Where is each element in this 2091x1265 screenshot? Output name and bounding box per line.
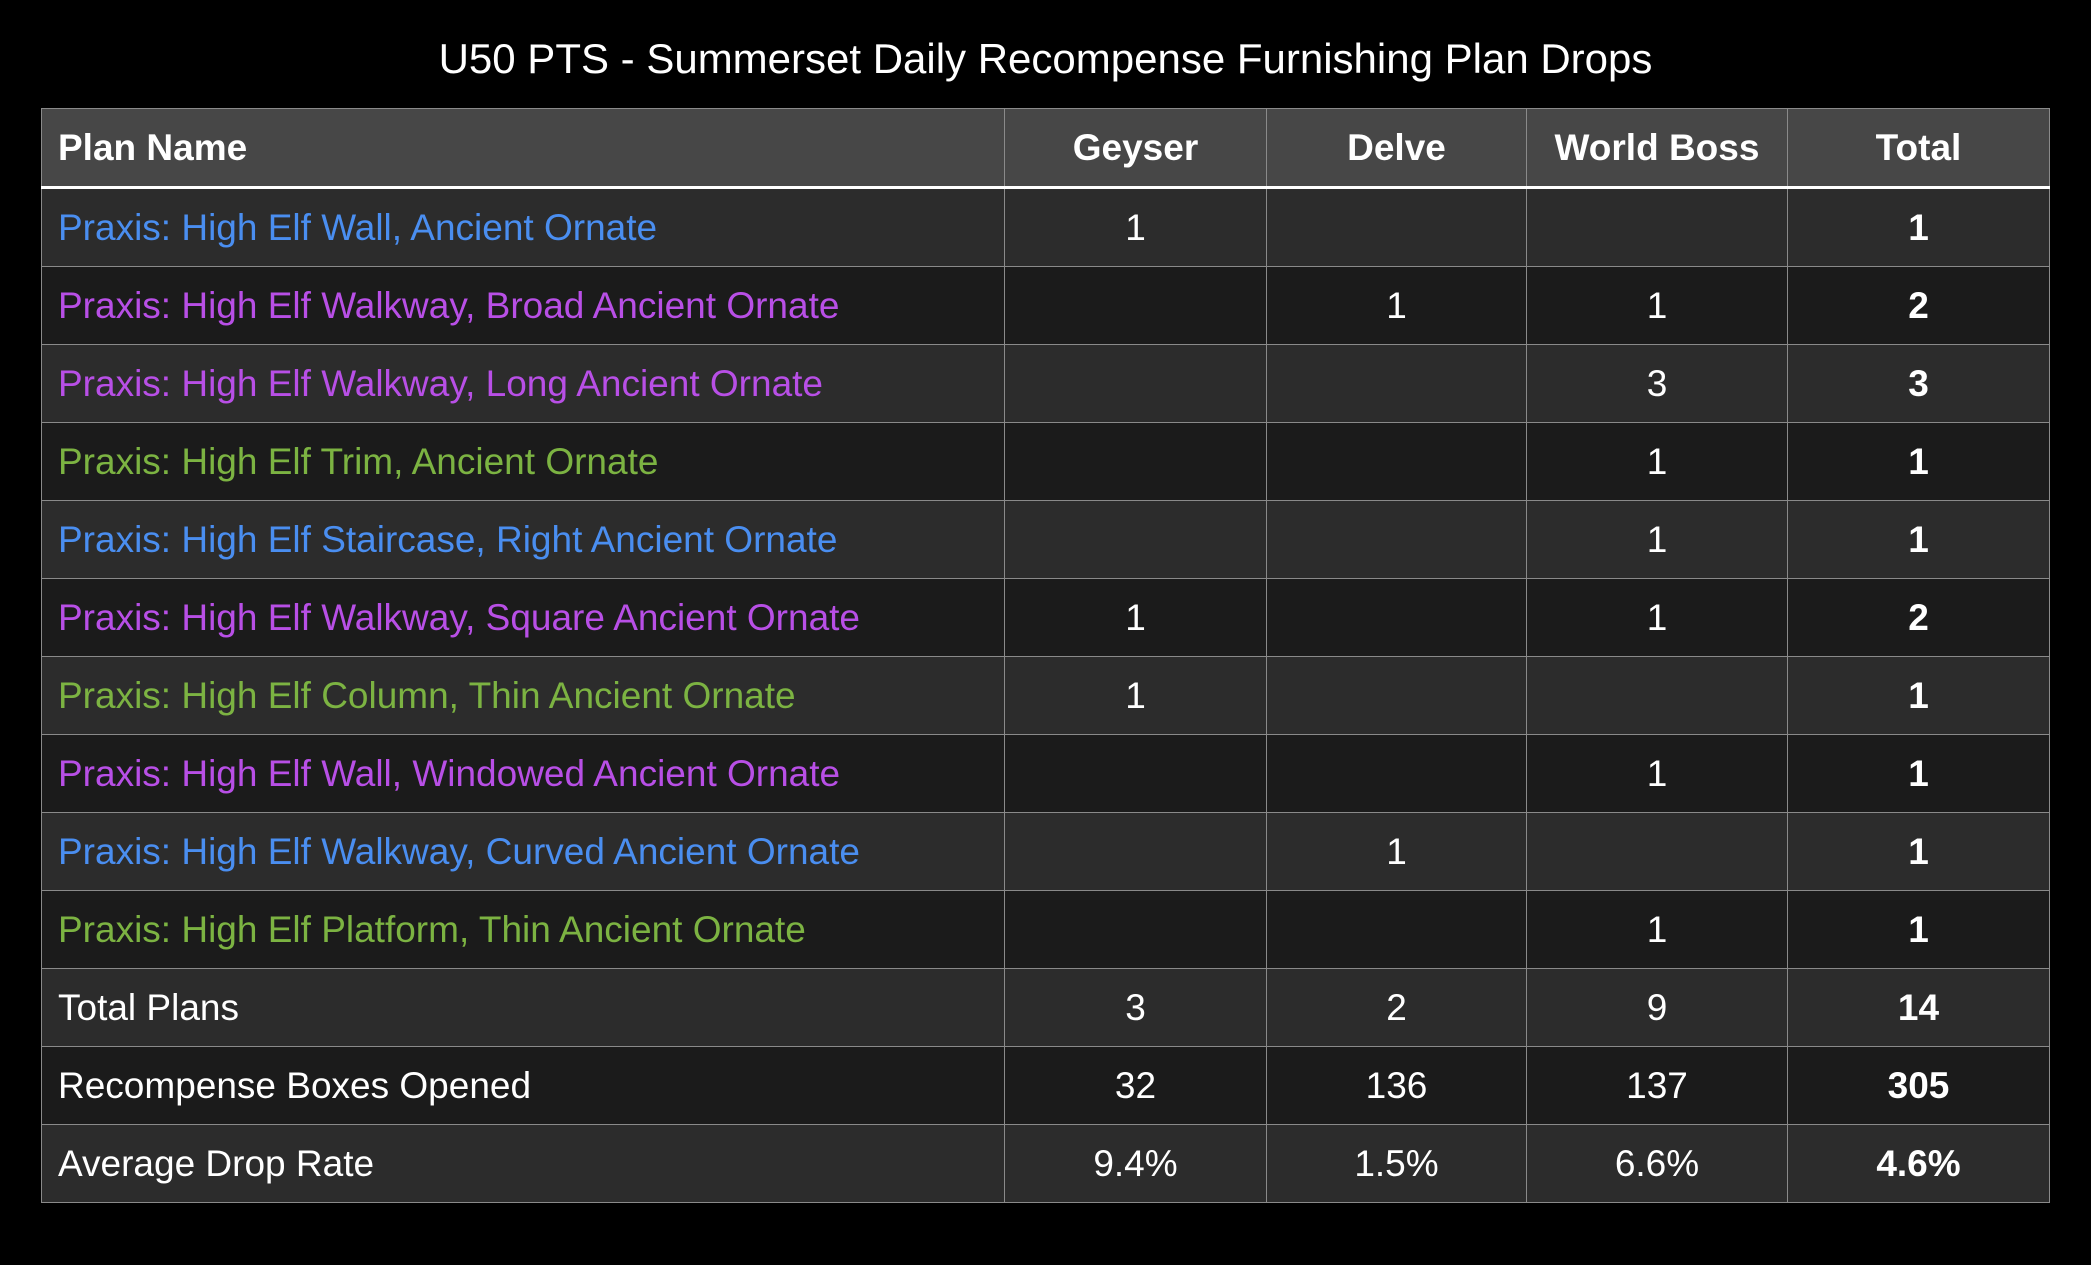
table-row: Praxis: High Elf Trim, Ancient Ornate 1 1 <box>41 422 2050 501</box>
count-cell: 3 <box>1526 344 1788 423</box>
count-cell: 1 <box>1526 500 1788 579</box>
header-cell: Geyser <box>1004 108 1267 189</box>
count-cell: 3 <box>1787 344 2050 423</box>
count-cell <box>1266 656 1527 735</box>
plan-name: Praxis: High Elf Column, Thin Ancient Or… <box>41 656 1005 735</box>
table-row: Average Drop Rate 9.4% 1.5% 6.6% 4.6% <box>41 1124 2050 1203</box>
count-cell <box>1004 734 1267 813</box>
plan-name: Praxis: High Elf Trim, Ancient Ornate <box>41 422 1005 501</box>
count-cell <box>1266 734 1527 813</box>
header-cell: Delve <box>1266 108 1527 189</box>
count-cell: 1 <box>1526 422 1788 501</box>
plan-name: Praxis: High Elf Platform, Thin Ancient … <box>41 890 1005 969</box>
table-row: Praxis: High Elf Walkway, Long Ancient O… <box>41 344 2050 423</box>
count-cell: 1 <box>1266 812 1527 891</box>
plan-name: Average Drop Rate <box>41 1124 1005 1203</box>
count-cell: 1 <box>1787 187 2050 267</box>
count-cell <box>1266 890 1527 969</box>
table-row: Praxis: High Elf Staircase, Right Ancien… <box>41 500 2050 579</box>
plan-name: Praxis: High Elf Walkway, Broad Ancient … <box>41 266 1005 345</box>
count-cell: 1.5% <box>1266 1124 1527 1203</box>
count-cell: 2 <box>1787 266 2050 345</box>
count-cell: 1 <box>1787 500 2050 579</box>
plan-name: Praxis: High Elf Wall, Windowed Ancient … <box>41 734 1005 813</box>
count-cell: 1 <box>1787 890 2050 969</box>
table-row: Praxis: High Elf Walkway, Square Ancient… <box>41 578 2050 657</box>
count-cell <box>1004 500 1267 579</box>
table-row: Praxis: High Elf Column, Thin Ancient Or… <box>41 656 2050 735</box>
count-cell <box>1004 812 1267 891</box>
count-cell: 9.4% <box>1004 1124 1267 1203</box>
count-cell <box>1004 344 1267 423</box>
table-row: Praxis: High Elf Walkway, Curved Ancient… <box>41 812 2050 891</box>
count-cell: 136 <box>1266 1046 1527 1125</box>
count-cell: 4.6% <box>1787 1124 2050 1203</box>
plan-name: Praxis: High Elf Wall, Ancient Ornate <box>41 187 1005 267</box>
count-cell: 6.6% <box>1526 1124 1788 1203</box>
header-row: Plan Name Geyser Delve World Boss Total <box>41 108 2050 189</box>
count-cell: 1 <box>1526 734 1788 813</box>
header-cell: World Boss <box>1526 108 1788 189</box>
count-cell: 9 <box>1526 968 1788 1047</box>
plan-name: Praxis: High Elf Staircase, Right Ancien… <box>41 500 1005 579</box>
count-cell <box>1004 890 1267 969</box>
count-cell <box>1004 266 1267 345</box>
count-cell: 3 <box>1004 968 1267 1047</box>
count-cell: 2 <box>1266 968 1527 1047</box>
table-row: Total Plans 3 2 9 14 <box>41 968 2050 1047</box>
count-cell: 137 <box>1526 1046 1788 1125</box>
count-cell: 1 <box>1526 890 1788 969</box>
count-cell: 1 <box>1787 656 2050 735</box>
table-row: Praxis: High Elf Platform, Thin Ancient … <box>41 890 2050 969</box>
count-cell <box>1526 187 1788 267</box>
plan-name: Praxis: High Elf Walkway, Curved Ancient… <box>41 812 1005 891</box>
plan-name: Praxis: High Elf Walkway, Long Ancient O… <box>41 344 1005 423</box>
count-cell: 1 <box>1787 422 2050 501</box>
table-body: Praxis: High Elf Wall, Ancient Ornate 1 1 P… <box>41 187 2050 1203</box>
count-cell: 32 <box>1004 1046 1267 1125</box>
header-cell: Total <box>1787 108 2050 189</box>
plan-name: Total Plans <box>41 968 1005 1047</box>
count-cell: 1 <box>1526 266 1788 345</box>
count-cell: 1 <box>1004 656 1267 735</box>
count-cell: 1 <box>1526 578 1788 657</box>
count-cell: 1 <box>1004 187 1267 267</box>
table-row: Praxis: High Elf Walkway, Broad Ancient … <box>41 266 2050 345</box>
count-cell: 305 <box>1787 1046 2050 1125</box>
header-cell: Plan Name <box>41 108 1005 189</box>
plan-name: Praxis: High Elf Walkway, Square Ancient… <box>41 578 1005 657</box>
drops-table: Plan Name Geyser Delve World Boss Total Prax… <box>41 108 2050 1203</box>
count-cell: 14 <box>1787 968 2050 1047</box>
plan-name: Recompense Boxes Opened <box>41 1046 1005 1125</box>
count-cell <box>1266 187 1527 267</box>
count-cell <box>1266 422 1527 501</box>
count-cell <box>1004 422 1267 501</box>
count-cell <box>1526 812 1788 891</box>
count-cell: 1 <box>1787 812 2050 891</box>
count-cell <box>1266 344 1527 423</box>
count-cell: 1 <box>1266 266 1527 345</box>
table-row: Praxis: High Elf Wall, Windowed Ancient … <box>41 734 2050 813</box>
count-cell: 2 <box>1787 578 2050 657</box>
count-cell <box>1266 500 1527 579</box>
table-row: Recompense Boxes Opened 32 136 137 305 <box>41 1046 2050 1125</box>
title: U50 PTS - Summerset Daily Recompense Fur… <box>438 35 1653 82</box>
count-cell <box>1266 578 1527 657</box>
count-cell: 1 <box>1004 578 1267 657</box>
table-row: Praxis: High Elf Wall, Ancient Ornate 1 1 <box>41 187 2050 267</box>
count-cell: 1 <box>1787 734 2050 813</box>
count-cell <box>1526 656 1788 735</box>
